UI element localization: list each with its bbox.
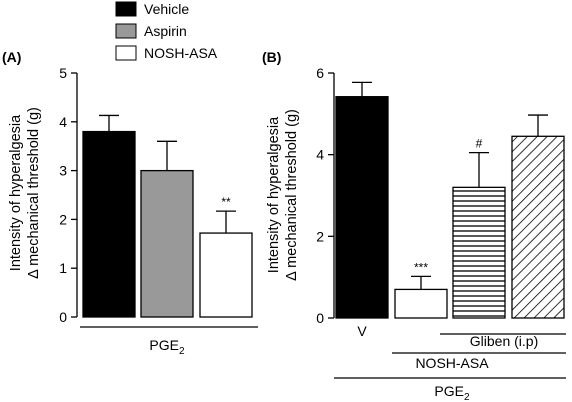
legend-entry-aspirin: Aspirin [115, 23, 187, 39]
panel-b-pge-label: PGE2 [434, 383, 470, 402]
panel-b-y-tick-label: 2 [316, 228, 324, 244]
panel-b: (B) Intensity of hyperalgesia Δ mechanic… [262, 49, 566, 402]
panel-a-y-axis: 0 1 2 3 4 5 [59, 65, 78, 325]
panel-a-significance-marker: ** [221, 195, 231, 209]
panel-a-bar-group [82, 114, 136, 318]
panel-a-bar-group: ** [199, 195, 253, 318]
legend-swatch-vehicle [115, 1, 137, 17]
legend-label-nosh-asa: NOSH-ASA [144, 45, 218, 61]
legend-label-vehicle: Vehicle [144, 1, 189, 17]
panel-b-bar [394, 288, 448, 319]
panel-b-bar [511, 135, 565, 319]
panel-b-y-tick-label: 4 [316, 147, 324, 163]
panel-b-bar-group: V [335, 81, 389, 339]
legend-swatch-nosh-asa [115, 45, 137, 61]
panel-a-y-axis-label: Intensity of hyperalgesia Δ mechanical t… [8, 107, 42, 279]
panel-b-y-tick-label: 6 [316, 65, 324, 81]
panel-b-bar-group [511, 114, 565, 319]
panel-b-bar [335, 96, 389, 319]
panel-b-ylabel-line2: Δ mechanical threshold (g) [284, 109, 300, 281]
panel-b-label: (B) [262, 49, 281, 65]
panel-a: (A) Intensity of hyperalgesia Δ mechanic… [2, 49, 258, 357]
panel-a-label: (A) [2, 49, 21, 65]
legend-entry-vehicle: Vehicle [115, 1, 189, 17]
panel-b-gliben-label: Gliben (i.p) [470, 333, 538, 349]
panel-a-ylabel-line2: Δ mechanical threshold (g) [26, 107, 42, 279]
panel-a-bar-group [140, 140, 194, 318]
panel-a-ylabel-line1: Intensity of hyperalgesia [8, 114, 24, 271]
panel-b-bar-group: # [452, 137, 506, 319]
legend-swatch-aspirin [115, 23, 137, 39]
panel-a-y-tick-label: 5 [59, 65, 67, 81]
panel-a-bar [82, 130, 136, 318]
legend: Vehicle Aspirin NOSH-ASA [115, 1, 218, 61]
panel-b-significance-marker: *** [414, 260, 428, 274]
legend-label-aspirin: Aspirin [144, 23, 187, 39]
panel-b-nosh-label: NOSH-ASA [415, 355, 489, 371]
panel-a-bars: ** [82, 114, 253, 318]
panel-a-group-label: PGE2 [149, 337, 185, 357]
panel-a-y-tick-label: 2 [59, 211, 67, 227]
panel-a-y-tick-label: 0 [59, 309, 67, 325]
panel-b-y-axis: 0 2 4 6 [316, 65, 335, 326]
panel-a-y-tick-label: 4 [59, 114, 67, 130]
panel-b-bar-group: *** [394, 260, 448, 319]
panel-b-y-tick-label: 0 [316, 310, 324, 326]
panel-b-ylabel-line1: Intensity of hyperalgesia [266, 116, 282, 273]
panel-a-bar [140, 169, 194, 318]
panel-a-y-tick-label: 3 [59, 163, 67, 179]
panel-b-significance-marker: # [476, 137, 483, 151]
panel-b-bar [452, 186, 506, 319]
panel-b-bars: V *** # [335, 81, 565, 339]
panel-a-bar [199, 232, 253, 318]
panel-b-x-tick-label: V [357, 323, 367, 339]
legend-entry-nosh-asa: NOSH-ASA [115, 45, 218, 61]
panel-a-y-tick-label: 1 [59, 260, 67, 276]
panel-b-y-axis-label: Intensity of hyperalgesia Δ mechanical t… [266, 109, 300, 281]
